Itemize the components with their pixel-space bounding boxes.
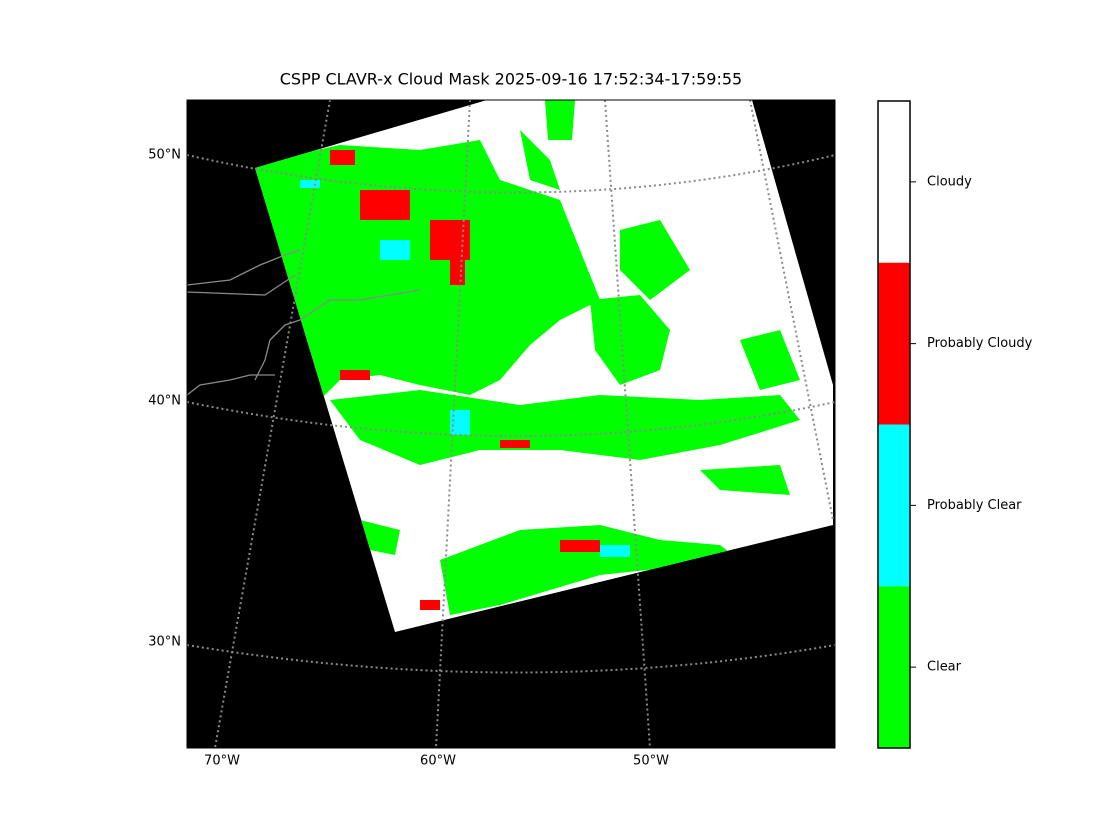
map-frame [186,99,836,749]
longitude-label: 70°W [204,754,240,769]
colorbar-label: Cloudy [927,174,972,189]
clear-region [740,330,800,390]
colorbar-segment [878,101,910,263]
cloud-mask [255,100,800,615]
longitude-labels: 70°W 60°W 50°W [204,754,669,769]
graticule [187,100,835,748]
clear-region [700,465,790,495]
coastline [187,249,421,396]
clear-region [255,140,600,400]
latitude-label: 30°N [148,635,181,650]
clear-region [545,100,575,140]
clear-region [330,390,800,465]
latitude-label: 50°N [148,148,181,163]
latitude-labels: 50°N 40°N 30°N [148,148,181,650]
probably-cloudy-speckles [330,150,600,610]
colorbar-label: Probably Cloudy [927,336,1033,351]
clear-region [520,130,560,190]
colorbar-segment [878,262,910,425]
longitude-label: 50°W [633,754,669,769]
map-title: CSPP CLAVR-x Cloud Mask 2025-09-16 17:52… [280,70,742,89]
clear-region [360,520,400,555]
clear-region [440,525,740,615]
latitude-label: 40°N [148,394,181,409]
probably-clear-speckles [300,180,630,557]
clear-region [620,220,690,300]
colorbar-frame [877,100,911,749]
colorbar-segment [878,424,910,587]
colorbar-label: Clear [927,660,962,675]
colorbar-segment [878,586,910,748]
colorbar-label: Probably Clear [927,498,1022,513]
longitude-label: 60°W [420,754,456,769]
clear-region [590,295,670,385]
map [187,100,835,748]
colorbar: Cloudy Probably Cloudy Probably Clear Clear [877,100,1033,749]
